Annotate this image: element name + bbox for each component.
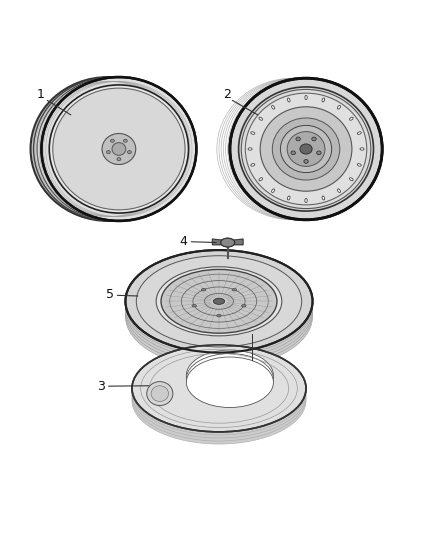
Ellipse shape xyxy=(337,106,340,109)
Ellipse shape xyxy=(49,85,188,213)
Ellipse shape xyxy=(241,90,371,208)
Ellipse shape xyxy=(127,151,131,154)
Ellipse shape xyxy=(280,125,332,173)
Ellipse shape xyxy=(221,238,235,247)
Polygon shape xyxy=(127,151,135,155)
Ellipse shape xyxy=(132,348,306,435)
Ellipse shape xyxy=(272,118,340,180)
Ellipse shape xyxy=(201,288,206,291)
Polygon shape xyxy=(127,150,136,157)
Ellipse shape xyxy=(37,77,192,221)
Text: 2: 2 xyxy=(223,88,231,101)
Ellipse shape xyxy=(151,386,169,401)
Ellipse shape xyxy=(245,93,367,205)
Ellipse shape xyxy=(132,354,306,441)
Ellipse shape xyxy=(156,267,282,336)
Ellipse shape xyxy=(251,132,255,134)
Ellipse shape xyxy=(304,159,308,163)
Ellipse shape xyxy=(296,137,300,141)
Ellipse shape xyxy=(186,357,273,408)
Polygon shape xyxy=(124,136,130,142)
Polygon shape xyxy=(102,150,110,157)
Ellipse shape xyxy=(300,144,312,154)
Ellipse shape xyxy=(239,87,374,211)
Ellipse shape xyxy=(232,288,237,291)
Ellipse shape xyxy=(192,304,196,307)
Ellipse shape xyxy=(291,151,295,155)
Ellipse shape xyxy=(357,132,361,134)
Ellipse shape xyxy=(34,77,188,221)
Ellipse shape xyxy=(31,77,185,221)
Ellipse shape xyxy=(186,353,273,404)
Ellipse shape xyxy=(350,177,353,181)
Polygon shape xyxy=(106,135,115,143)
Ellipse shape xyxy=(147,382,173,406)
Polygon shape xyxy=(108,136,114,142)
Text: 3: 3 xyxy=(97,379,105,393)
Ellipse shape xyxy=(287,132,325,166)
Ellipse shape xyxy=(272,106,275,109)
Ellipse shape xyxy=(125,265,313,368)
Ellipse shape xyxy=(230,78,382,220)
Ellipse shape xyxy=(161,270,277,333)
Ellipse shape xyxy=(312,137,316,141)
Ellipse shape xyxy=(125,259,313,362)
Polygon shape xyxy=(102,151,110,155)
Ellipse shape xyxy=(186,350,273,400)
Ellipse shape xyxy=(217,314,221,317)
Ellipse shape xyxy=(112,143,126,155)
Ellipse shape xyxy=(132,351,306,438)
Ellipse shape xyxy=(213,298,225,304)
Ellipse shape xyxy=(136,256,302,347)
Ellipse shape xyxy=(53,88,185,210)
Ellipse shape xyxy=(322,196,325,200)
Ellipse shape xyxy=(125,250,313,352)
Ellipse shape xyxy=(132,357,306,444)
Polygon shape xyxy=(112,157,126,161)
Ellipse shape xyxy=(106,151,110,154)
Ellipse shape xyxy=(259,117,262,120)
Ellipse shape xyxy=(230,78,382,220)
Polygon shape xyxy=(115,158,123,164)
Ellipse shape xyxy=(125,262,313,365)
Ellipse shape xyxy=(287,196,290,200)
Ellipse shape xyxy=(42,77,196,221)
Ellipse shape xyxy=(117,158,121,160)
Text: 5: 5 xyxy=(106,288,114,301)
Ellipse shape xyxy=(251,164,255,166)
Ellipse shape xyxy=(350,117,353,120)
Polygon shape xyxy=(126,147,134,159)
Ellipse shape xyxy=(305,198,307,203)
Ellipse shape xyxy=(357,164,361,166)
Ellipse shape xyxy=(305,95,307,100)
Ellipse shape xyxy=(260,107,352,191)
Polygon shape xyxy=(120,135,133,145)
Ellipse shape xyxy=(124,139,127,142)
Text: 4: 4 xyxy=(180,235,188,248)
Polygon shape xyxy=(104,147,112,159)
Ellipse shape xyxy=(337,189,340,192)
Polygon shape xyxy=(123,135,132,143)
Ellipse shape xyxy=(272,189,275,192)
Ellipse shape xyxy=(125,256,313,359)
Ellipse shape xyxy=(221,238,235,247)
Ellipse shape xyxy=(110,139,114,142)
Ellipse shape xyxy=(102,133,136,165)
Ellipse shape xyxy=(248,148,252,150)
Ellipse shape xyxy=(242,304,246,307)
Polygon shape xyxy=(118,157,120,165)
Text: 1: 1 xyxy=(36,88,44,101)
Ellipse shape xyxy=(322,98,325,102)
Ellipse shape xyxy=(132,345,306,432)
Ellipse shape xyxy=(259,177,262,181)
Polygon shape xyxy=(212,239,224,245)
Polygon shape xyxy=(105,135,117,145)
Polygon shape xyxy=(231,239,243,245)
Ellipse shape xyxy=(287,98,290,102)
Ellipse shape xyxy=(317,151,321,155)
Ellipse shape xyxy=(360,148,364,150)
Ellipse shape xyxy=(125,253,313,356)
